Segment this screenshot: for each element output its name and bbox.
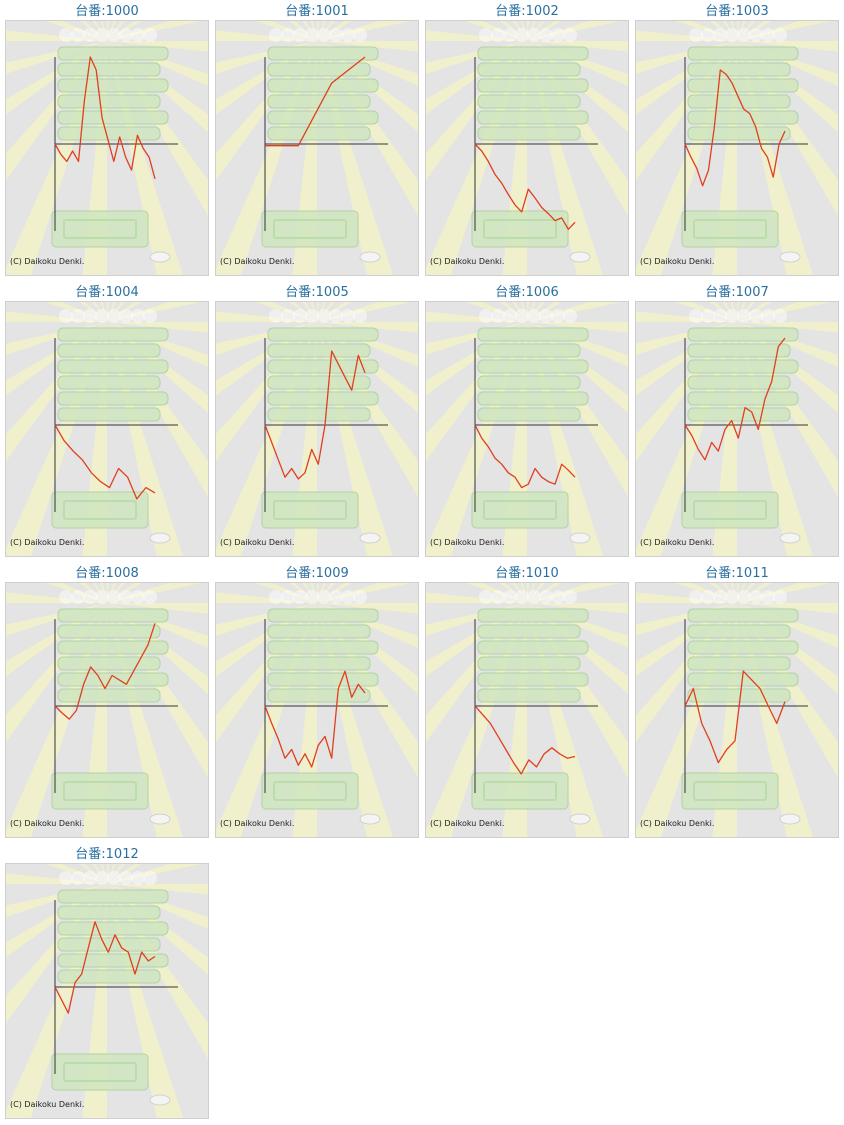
machine-illustration [51, 309, 171, 544]
graph-canvas [426, 302, 628, 556]
machine-number-link[interactable]: 台番:1005 [285, 285, 349, 300]
machine-cell: 台番:1008 (C) Daikoku Denki. [5, 562, 209, 838]
slump-line [264, 350, 366, 480]
slump-graph[interactable]: (C) Daikoku Denki. [215, 20, 419, 276]
machine-cell: 台番:1011 (C) Daikoku Denki. [635, 562, 839, 838]
machine-cell: 台番:1009 (C) Daikoku Denki. [215, 562, 419, 838]
machine-illustration [51, 871, 171, 1106]
slump-graph[interactable]: (C) Daikoku Denki. [425, 582, 629, 838]
machine-cell: 台番:1003 (C) Daikoku Denki. [635, 0, 839, 276]
slump-line [54, 623, 156, 720]
slump-graph[interactable]: (C) Daikoku Denki. [635, 301, 839, 557]
machine-cell: 台番:1010 (C) Daikoku Denki. [425, 562, 629, 838]
graph-canvas [636, 583, 838, 837]
slump-line [684, 69, 786, 187]
slump-line [264, 670, 366, 768]
machine-number-link[interactable]: 台番:1000 [75, 4, 139, 19]
slump-line [54, 56, 156, 179]
machine-cell: 台番:1006 (C) Daikoku Denki. [425, 281, 629, 557]
slump-line [474, 143, 576, 230]
copyright-text: (C) Daikoku Denki. [430, 819, 505, 828]
slump-graph[interactable]: (C) Daikoku Denki. [215, 582, 419, 838]
graph-canvas [216, 583, 418, 837]
copyright-text: (C) Daikoku Denki. [10, 819, 85, 828]
copyright-text: (C) Daikoku Denki. [430, 257, 505, 266]
slump-line [54, 921, 156, 1014]
machine-cell: 台番:1005 (C) Daikoku Denki. [215, 281, 419, 557]
slump-graph[interactable]: (C) Daikoku Denki. [5, 20, 209, 276]
copyright-text: (C) Daikoku Denki. [640, 257, 715, 266]
machine-cell: 台番:1012 (C) Daikoku Denki. [5, 843, 209, 1119]
machine-number-link[interactable]: 台番:1009 [285, 566, 349, 581]
graph-canvas [426, 583, 628, 837]
graph-canvas [6, 583, 208, 837]
copyright-text: (C) Daikoku Denki. [220, 819, 295, 828]
machine-cell: 台番:1000 (C) Daikoku Denki. [5, 0, 209, 276]
machine-number-link[interactable]: 台番:1004 [75, 285, 139, 300]
graph-canvas [636, 302, 838, 556]
slump-graph[interactable]: (C) Daikoku Denki. [425, 20, 629, 276]
graph-canvas [636, 21, 838, 275]
copyright-text: (C) Daikoku Denki. [10, 257, 85, 266]
slump-line [474, 424, 576, 489]
graph-canvas [216, 302, 418, 556]
copyright-text: (C) Daikoku Denki. [430, 538, 505, 547]
copyright-text: (C) Daikoku Denki. [640, 538, 715, 547]
machine-illustration [681, 309, 801, 544]
slump-graph[interactable]: (C) Daikoku Denki. [5, 863, 209, 1119]
machine-illustration [471, 590, 591, 825]
copyright-text: (C) Daikoku Denki. [220, 257, 295, 266]
machine-number-link[interactable]: 台番:1010 [495, 566, 559, 581]
slump-graph[interactable]: (C) Daikoku Denki. [635, 582, 839, 838]
copyright-text: (C) Daikoku Denki. [640, 819, 715, 828]
machine-number-link[interactable]: 台番:1007 [705, 285, 769, 300]
machine-cell: 台番:1002 (C) Daikoku Denki. [425, 0, 629, 276]
slump-line [474, 705, 576, 775]
copyright-text: (C) Daikoku Denki. [10, 1100, 85, 1109]
machine-illustration [681, 590, 801, 825]
slump-graph[interactable]: (C) Daikoku Denki. [425, 301, 629, 557]
machine-number-link[interactable]: 台番:1001 [285, 4, 349, 19]
machine-number-link[interactable]: 台番:1012 [75, 847, 139, 862]
machine-cell: 台番:1004 (C) Daikoku Denki. [5, 281, 209, 557]
machine-illustration [261, 309, 381, 544]
slump-line [265, 56, 366, 147]
slump-line [54, 424, 156, 500]
graph-canvas [426, 21, 628, 275]
copyright-text: (C) Daikoku Denki. [220, 538, 295, 547]
machine-number-link[interactable]: 台番:1003 [705, 4, 769, 19]
machine-illustration [471, 28, 591, 263]
machine-illustration [51, 590, 171, 825]
machine-cell: 台番:1007 (C) Daikoku Denki. [635, 281, 839, 557]
slump-line [684, 670, 786, 764]
slump-graph[interactable]: (C) Daikoku Denki. [635, 20, 839, 276]
machine-number-link[interactable]: 台番:1008 [75, 566, 139, 581]
graph-canvas [6, 21, 208, 275]
slump-graph[interactable]: (C) Daikoku Denki. [5, 582, 209, 838]
copyright-text: (C) Daikoku Denki. [10, 538, 85, 547]
slump-line [684, 337, 786, 461]
slump-graph[interactable]: (C) Daikoku Denki. [215, 301, 419, 557]
machine-illustration [261, 28, 381, 263]
machine-number-link[interactable]: 台番:1011 [705, 566, 769, 581]
graph-canvas [216, 21, 418, 275]
machine-cell: 台番:1001 (C) Daikoku Denki. [215, 0, 419, 276]
machine-illustration [471, 309, 591, 544]
graph-canvas [6, 302, 208, 556]
graph-canvas [6, 864, 208, 1118]
machine-number-link[interactable]: 台番:1006 [495, 285, 559, 300]
machine-illustration [261, 590, 381, 825]
machine-illustration [681, 28, 801, 263]
slump-graph[interactable]: (C) Daikoku Denki. [5, 301, 209, 557]
machine-number-link[interactable]: 台番:1002 [495, 4, 559, 19]
